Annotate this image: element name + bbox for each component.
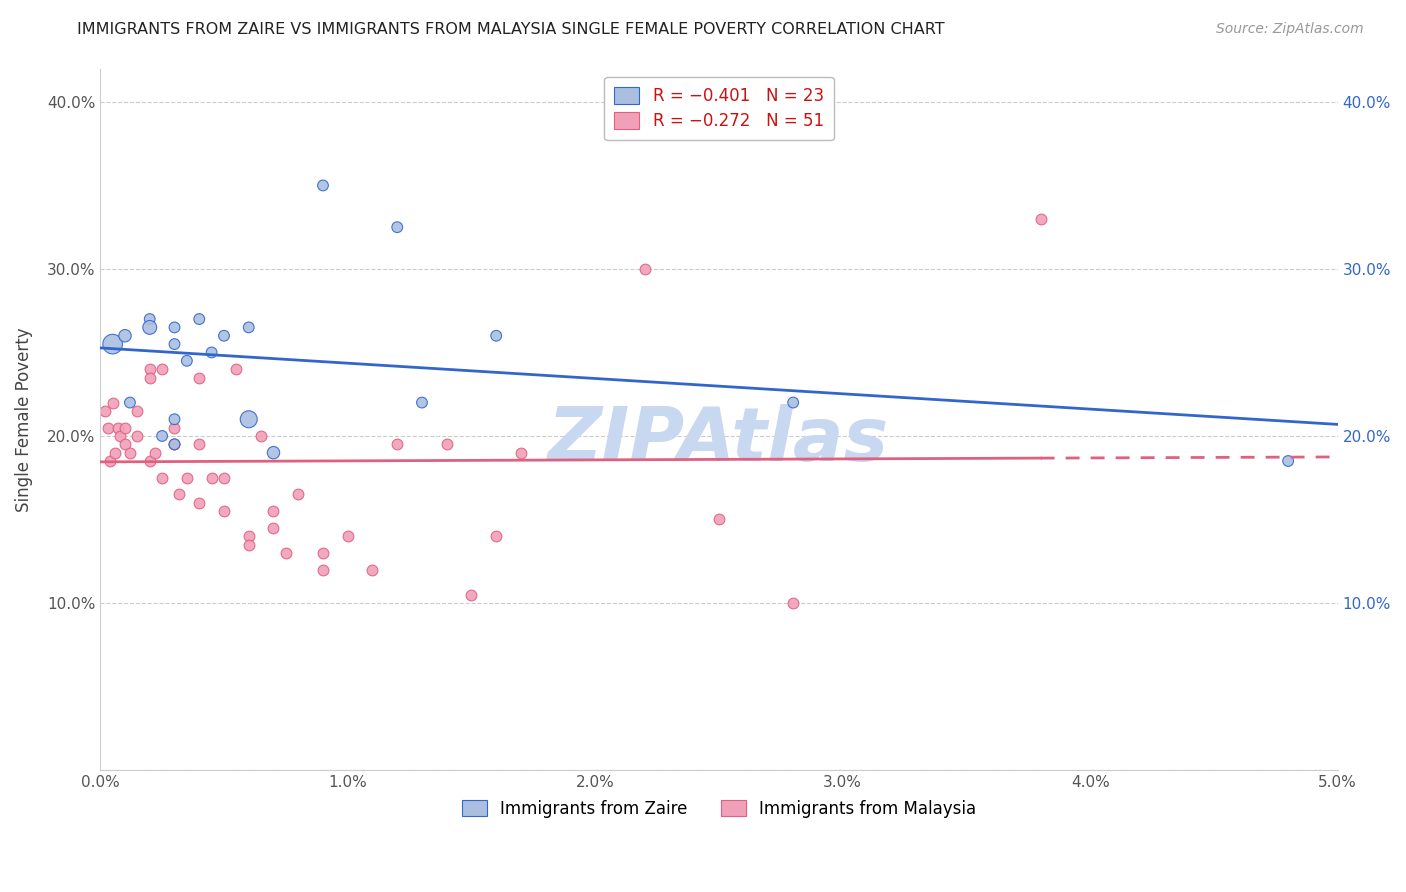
Point xyxy=(188,312,211,326)
Point xyxy=(139,320,162,334)
Point xyxy=(250,429,273,443)
Point xyxy=(460,588,482,602)
Point xyxy=(143,445,166,459)
Point xyxy=(212,504,235,518)
Point xyxy=(201,471,224,485)
Point xyxy=(361,563,384,577)
Point xyxy=(163,337,186,351)
Point xyxy=(1277,454,1299,468)
Text: IMMIGRANTS FROM ZAIRE VS IMMIGRANTS FROM MALAYSIA SINGLE FEMALE POVERTY CORRELAT: IMMIGRANTS FROM ZAIRE VS IMMIGRANTS FROM… xyxy=(77,22,945,37)
Point xyxy=(436,437,458,451)
Text: Source: ZipAtlas.com: Source: ZipAtlas.com xyxy=(1216,22,1364,37)
Point xyxy=(188,370,211,384)
Point xyxy=(169,487,191,501)
Point xyxy=(782,395,804,409)
Point xyxy=(238,529,260,543)
Point xyxy=(139,312,162,326)
Point xyxy=(114,328,136,343)
Point xyxy=(238,320,260,334)
Point xyxy=(97,420,120,434)
Point xyxy=(108,429,131,443)
Point xyxy=(139,370,162,384)
Point xyxy=(107,420,129,434)
Point xyxy=(150,471,173,485)
Point xyxy=(176,471,198,485)
Point xyxy=(114,420,136,434)
Point xyxy=(263,445,285,459)
Point xyxy=(163,320,186,334)
Point xyxy=(163,412,186,426)
Point xyxy=(104,445,127,459)
Y-axis label: Single Female Poverty: Single Female Poverty xyxy=(15,327,32,512)
Point xyxy=(163,437,186,451)
Point xyxy=(127,404,149,418)
Point xyxy=(387,220,409,235)
Point xyxy=(163,420,186,434)
Point xyxy=(101,337,124,351)
Point xyxy=(150,429,173,443)
Point xyxy=(707,512,730,526)
Point xyxy=(114,437,136,451)
Point xyxy=(336,529,359,543)
Point xyxy=(188,437,211,451)
Legend: Immigrants from Zaire, Immigrants from Malaysia: Immigrants from Zaire, Immigrants from M… xyxy=(456,794,983,825)
Point xyxy=(263,521,285,535)
Point xyxy=(201,345,224,359)
Point xyxy=(127,429,149,443)
Point xyxy=(118,395,141,409)
Point xyxy=(139,362,162,376)
Point xyxy=(312,546,335,560)
Point xyxy=(287,487,309,501)
Point xyxy=(150,362,173,376)
Point xyxy=(387,437,409,451)
Point xyxy=(510,445,533,459)
Point xyxy=(312,563,335,577)
Point xyxy=(101,395,124,409)
Point xyxy=(225,362,247,376)
Point xyxy=(263,504,285,518)
Point xyxy=(98,454,121,468)
Point xyxy=(163,437,186,451)
Point xyxy=(411,395,433,409)
Point xyxy=(782,596,804,610)
Point xyxy=(238,537,260,551)
Point xyxy=(188,496,211,510)
Point xyxy=(176,353,198,368)
Point xyxy=(212,471,235,485)
Point xyxy=(94,404,117,418)
Point xyxy=(118,445,141,459)
Point xyxy=(1029,211,1052,226)
Point xyxy=(312,178,335,193)
Point xyxy=(139,454,162,468)
Point xyxy=(274,546,297,560)
Point xyxy=(485,529,508,543)
Point xyxy=(238,412,260,426)
Point xyxy=(163,437,186,451)
Point xyxy=(634,262,657,277)
Point xyxy=(485,328,508,343)
Point xyxy=(212,328,235,343)
Text: ZIPAtlas: ZIPAtlas xyxy=(548,404,890,477)
